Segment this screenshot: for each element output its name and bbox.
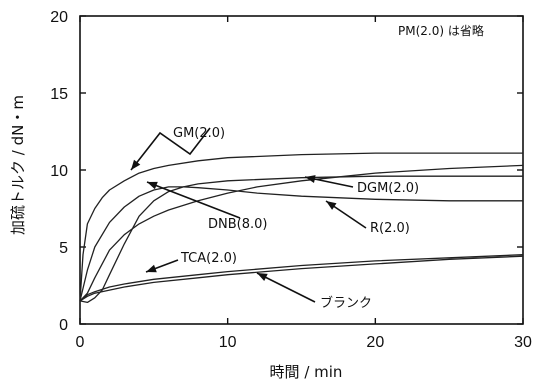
y-tick-label: 20 (50, 9, 68, 26)
annotation-arrowhead (131, 159, 141, 170)
annotation-leader (146, 181, 241, 219)
axes (79, 15, 524, 325)
series-line (79, 164, 524, 302)
y-tick-label: 5 (59, 240, 68, 257)
series-lines (79, 152, 524, 304)
y-axis-title: 加硫トルク / dN・m (9, 95, 27, 235)
annotation-arrowhead (326, 201, 337, 210)
annotation-leader (130, 127, 211, 171)
series-line (79, 152, 523, 301)
chart-note: PM(2.0) は省略 (398, 23, 484, 38)
annotation-label: R(2.0) (370, 221, 410, 236)
x-tick-label: 20 (366, 334, 384, 351)
ticks: 0 10 20 30 0 5 10 15 20 (50, 9, 532, 351)
series-line (79, 255, 524, 302)
annotation-label: TCA(2.0) (180, 251, 237, 266)
x-tick-label: 0 (76, 334, 85, 351)
plot-frame (79, 15, 524, 325)
x-tick-label: 30 (514, 334, 532, 351)
annotation-leader (256, 272, 316, 303)
annotation-label: DNB(8.0) (208, 217, 267, 232)
y-tick-label: 0 (59, 317, 68, 334)
y-tick-label: 10 (50, 163, 68, 180)
annotation-label: DGM(2.0) (357, 181, 419, 196)
series-line (79, 186, 523, 302)
y-tick-label: 15 (50, 86, 68, 103)
annotation-label: GM(2.0) (173, 126, 225, 141)
annotation-label: ブランク (320, 295, 372, 311)
annotation-arrowhead (305, 175, 316, 183)
series-line (79, 175, 523, 304)
annotation-arrowhead (146, 264, 157, 273)
x-axis-title: 時間 / min (270, 363, 343, 381)
annotation-arrowhead (257, 273, 268, 281)
annotations: GM(2.0) DNB(8.0) DGM(2.0) R(2.0) TCA(2.0) ブラン… (130, 126, 419, 311)
annotation-arrowhead (147, 181, 158, 190)
x-tick-label: 10 (219, 334, 237, 351)
series-line (79, 254, 524, 302)
